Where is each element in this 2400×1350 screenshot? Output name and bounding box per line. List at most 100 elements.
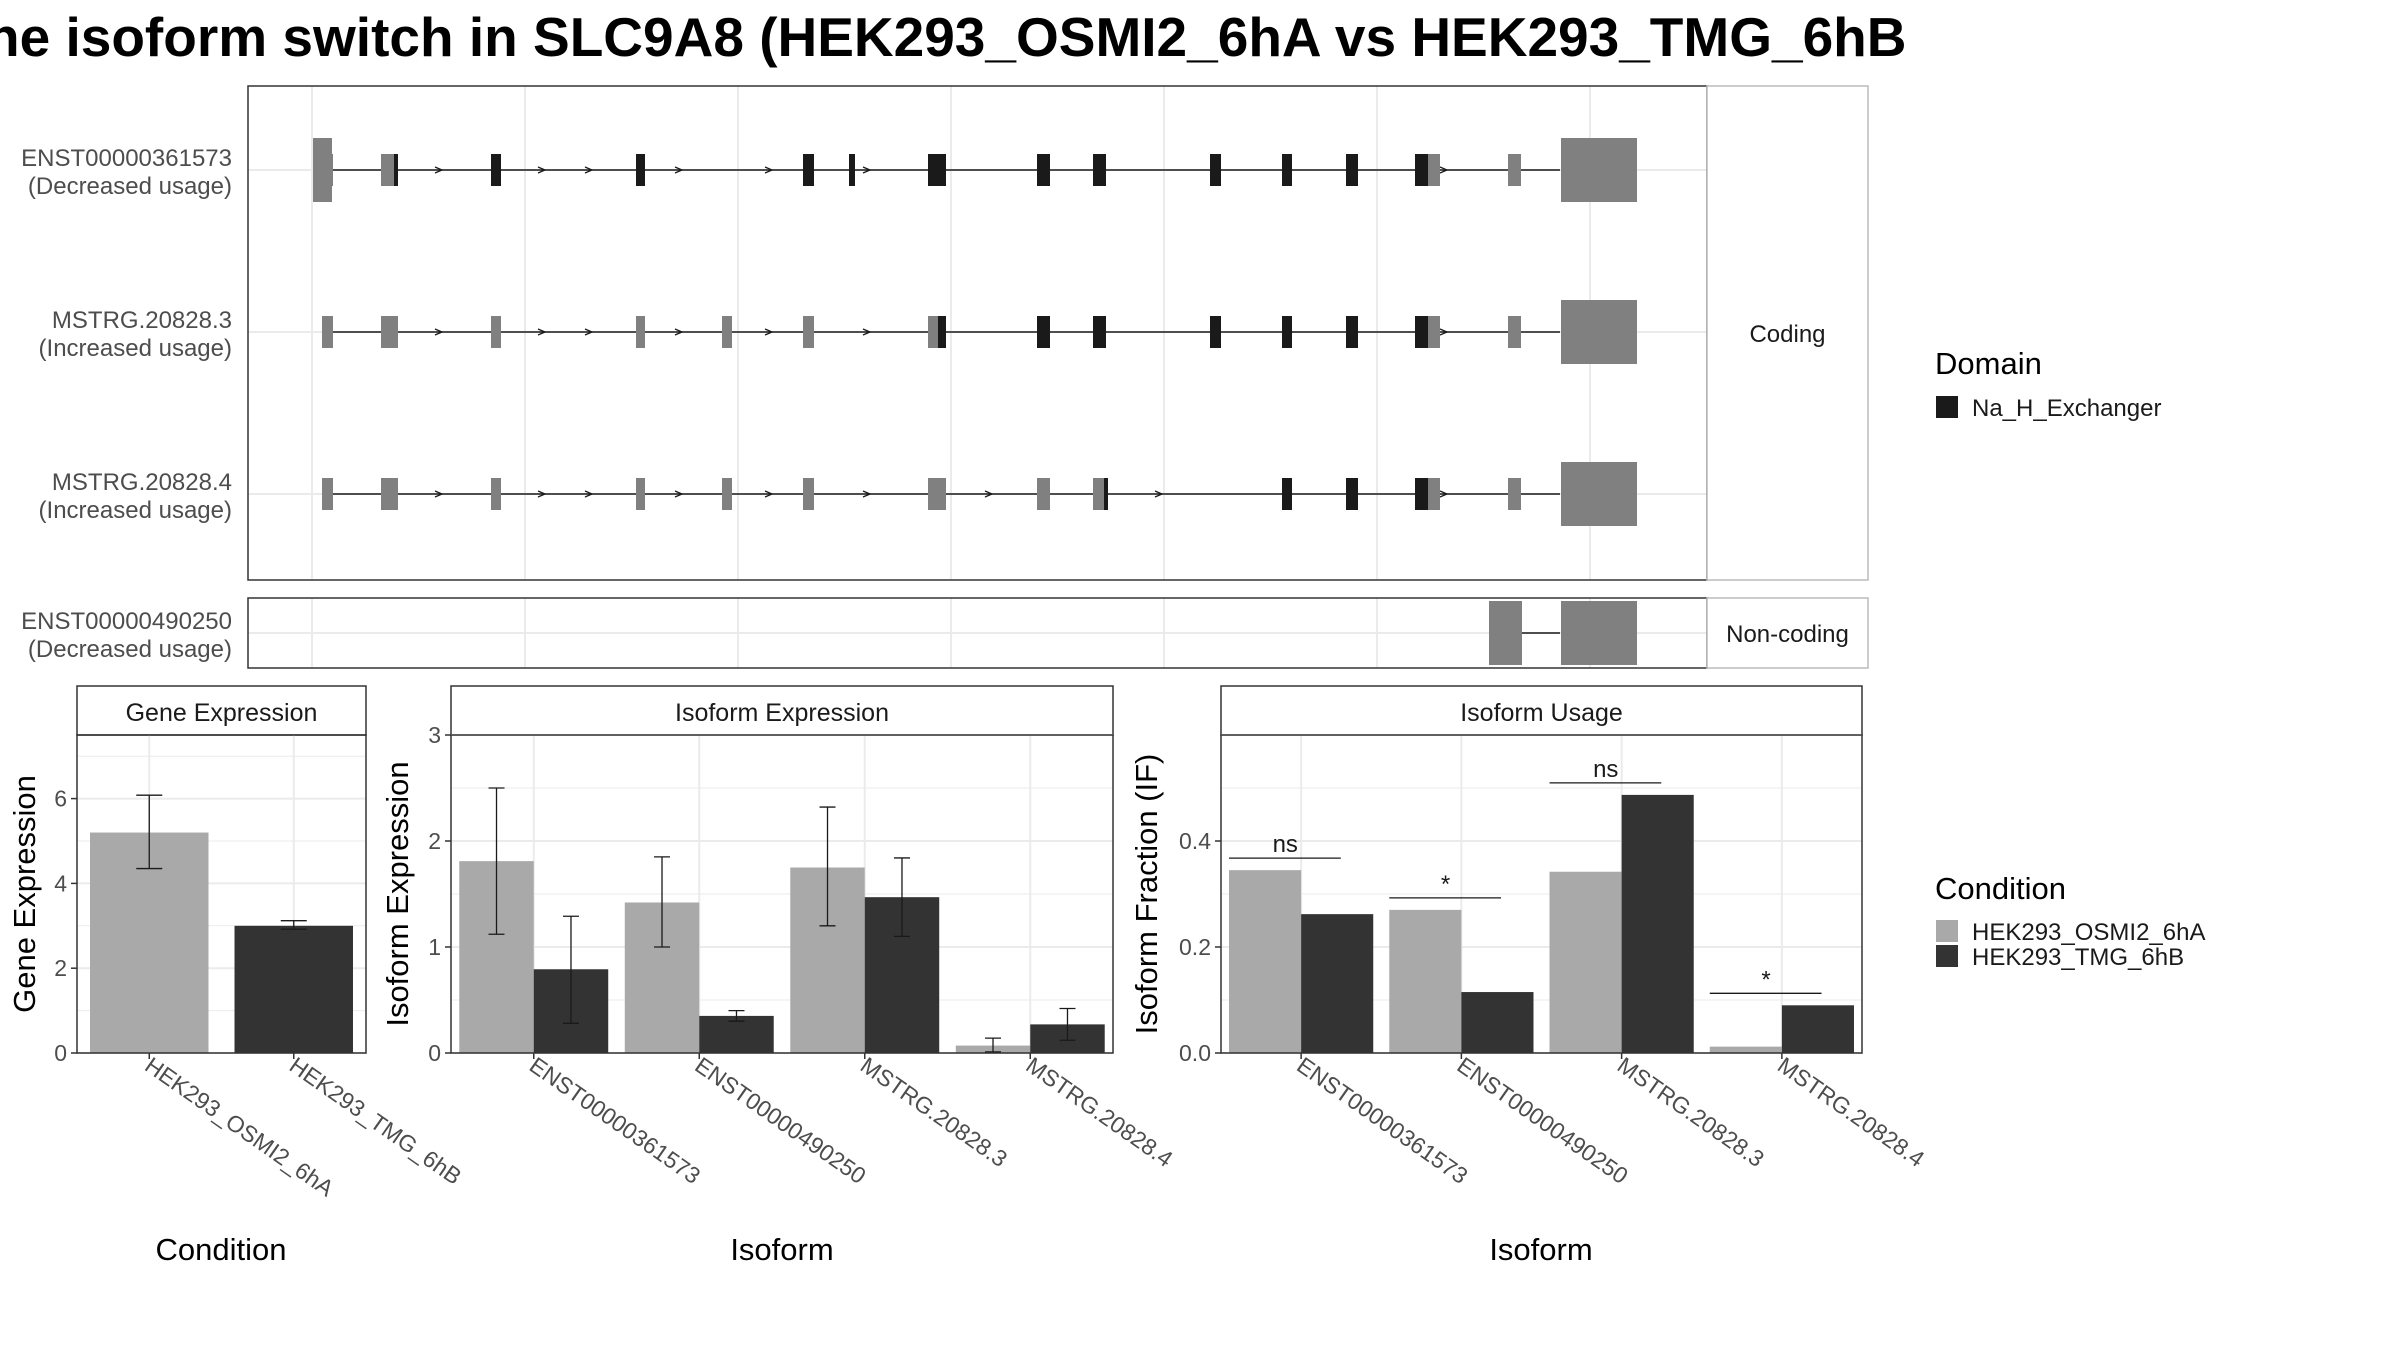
x-tick-label: ENST00000361573	[525, 1052, 705, 1189]
error-bar	[562, 915, 579, 1024]
intron-arrow	[764, 490, 774, 498]
facet-label-coding: Coding	[1749, 321, 1825, 348]
transcript-structure-panel: CodingNon-codingENST00000361573(Decrease…	[21, 85, 1869, 669]
error-bar	[1059, 1007, 1076, 1041]
intron-arrow	[674, 166, 684, 174]
x-tick-label: MSTRG.20828.3	[1613, 1052, 1769, 1172]
legend-condition-label: HEK293_TMG_6hB	[1972, 944, 2184, 971]
exon-domain	[1210, 316, 1221, 348]
bar	[1229, 870, 1302, 1053]
exon-domain	[849, 154, 855, 186]
exon-utr	[636, 316, 645, 348]
exon-domain	[928, 154, 946, 186]
panel-strip	[450, 685, 1114, 736]
exon-utr	[1561, 601, 1637, 665]
y-tick-label: 0.0	[1179, 1040, 1211, 1066]
intron-arrow	[862, 166, 872, 174]
intron-arrow	[537, 490, 547, 498]
x-tick-label: ENST00000490250	[1453, 1052, 1633, 1189]
exon-utr	[928, 316, 940, 348]
significance-label: ns	[1273, 831, 1298, 858]
bar	[1549, 871, 1622, 1053]
intron-arrow	[584, 166, 594, 174]
legend-condition-swatch	[1936, 945, 1958, 967]
bar-panel: Gene Expression0246HEK293_OSMI2_6hAHEK29…	[7, 685, 466, 1267]
facet-strip	[1706, 85, 1869, 581]
exon-utr	[328, 154, 333, 186]
exon-domain	[1415, 154, 1430, 186]
exon-utr	[1508, 154, 1521, 186]
exon-utr	[313, 138, 332, 202]
bar	[1461, 992, 1534, 1053]
x-tick-label: MSTRG.20828.3	[856, 1052, 1012, 1172]
error-bar	[985, 1037, 1002, 1053]
significance-label: *	[1761, 966, 1770, 993]
bar	[234, 925, 353, 1053]
exon-utr	[491, 478, 501, 510]
exon-domain	[394, 154, 398, 186]
bar-panels: Gene Expression0246HEK293_OSMI2_6hAHEK29…	[7, 685, 1929, 1267]
exon-domain	[1104, 478, 1108, 510]
intron-arrow	[434, 328, 444, 336]
y-tick-label: 0.4	[1179, 828, 1211, 854]
exon-domain	[1282, 316, 1292, 348]
bar	[1389, 909, 1462, 1053]
x-axis-title: Isoform	[730, 1232, 833, 1267]
y-tick-label: 2	[428, 828, 441, 854]
y-axis-title: Isoform Expression	[380, 761, 415, 1026]
panel-border	[1220, 734, 1863, 1054]
legend-condition-title: Condition	[1935, 871, 2066, 906]
intron-arrow	[537, 166, 547, 174]
exon-domain	[1093, 154, 1106, 186]
exon-utr	[322, 316, 333, 348]
exon-domain	[1037, 154, 1050, 186]
exon-utr	[938, 478, 946, 510]
exon-domain	[1210, 154, 1221, 186]
intron-arrow	[764, 166, 774, 174]
exon-utr	[1561, 138, 1637, 202]
exon-domain	[803, 154, 814, 186]
transcript-id-label: MSTRG.20828.4	[52, 469, 232, 496]
panel-strip-label: Isoform Expression	[675, 699, 889, 727]
facet-strip	[1706, 597, 1869, 669]
exon-utr	[381, 154, 396, 186]
exon-domain	[1037, 316, 1050, 348]
exon-domain	[1346, 478, 1358, 510]
exon-domain	[1415, 316, 1430, 348]
bar	[1301, 914, 1374, 1053]
exon-utr	[1561, 300, 1637, 364]
legend-domain-label: Na_H_Exchanger	[1972, 395, 2161, 422]
x-tick-label: MSTRG.20828.4	[1773, 1052, 1929, 1172]
intron-arrow	[984, 490, 994, 498]
legends: Domain Na_H_Exchanger Condition HEK293_OSMI…	[1935, 346, 2205, 971]
panel-border	[76, 734, 367, 1054]
exon-utr	[1428, 316, 1440, 348]
transcript-id-label: ENST00000490250	[21, 608, 232, 635]
exon-utr	[928, 478, 940, 510]
exon-domain	[938, 316, 946, 348]
y-tick-label: 6	[54, 786, 67, 812]
significance-label: ns	[1593, 756, 1618, 783]
intron-arrow	[1154, 490, 1164, 498]
transcript-usage-label: (Decreased usage)	[28, 636, 232, 663]
exon-domain	[1346, 154, 1358, 186]
y-tick-label: 2	[54, 955, 67, 981]
error-bar	[893, 857, 910, 938]
y-tick-label: 4	[54, 870, 67, 896]
x-axis-title: Condition	[156, 1232, 287, 1267]
x-tick-label: ENST00000490250	[690, 1052, 870, 1189]
error-bar	[654, 856, 671, 948]
exon-utr	[803, 478, 814, 510]
exon-utr	[803, 316, 814, 348]
exon-utr	[322, 478, 333, 510]
facet-label-non-coding: Non-coding	[1726, 621, 1849, 648]
exon-utr	[381, 478, 398, 510]
bar	[699, 1015, 774, 1053]
bar	[1709, 1046, 1782, 1053]
intron-arrow	[434, 490, 444, 498]
exon-domain	[1282, 478, 1292, 510]
exon-domain	[1093, 316, 1106, 348]
y-tick-label: 0	[428, 1040, 441, 1066]
panel-strip-label: Isoform Usage	[1460, 699, 1623, 727]
bar-panel: Isoform Usage 0.0 0.2 0.4 ns * ns * ENST00000361…	[1129, 685, 1929, 1267]
